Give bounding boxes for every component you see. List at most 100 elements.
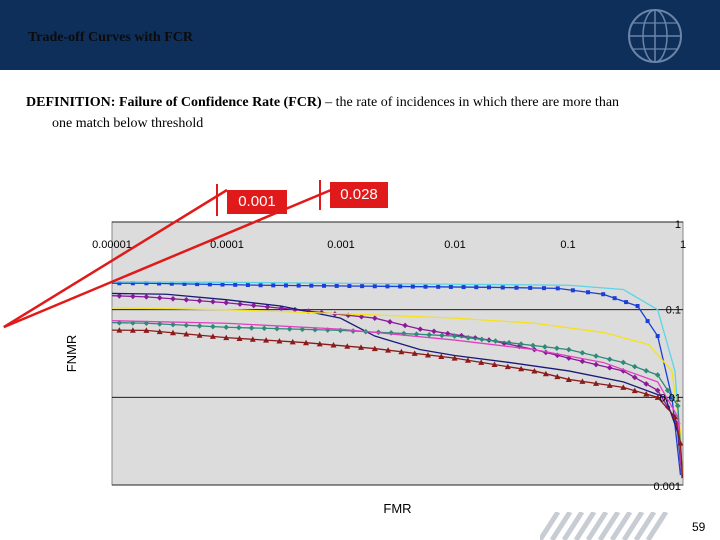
series-marker: [170, 321, 176, 328]
series-marker: [631, 387, 638, 394]
series-marker: [593, 353, 599, 359]
series-marker: [491, 361, 498, 368]
series-marker: [62, 327, 68, 333]
series-marker: [674, 403, 681, 409]
series-marker: [50, 281, 54, 285]
series-marker: [461, 285, 466, 290]
series-marker: [103, 293, 109, 299]
series-marker: [195, 282, 200, 287]
series-marker: [36, 281, 40, 285]
series-marker: [579, 378, 586, 384]
series-marker: [566, 346, 572, 353]
slide-title: Trade-off Curves with FCR: [28, 30, 193, 45]
series-marker: [655, 334, 660, 339]
series-marker: [0, 289, 1, 295]
series-marker: [0, 326, 1, 332]
series-marker: [593, 380, 600, 386]
series-marker: [620, 384, 627, 390]
series-marker: [90, 319, 96, 325]
series-marker: [130, 293, 136, 300]
series-marker: [248, 325, 255, 331]
series-marker: [207, 282, 212, 287]
series-marker: [358, 313, 365, 320]
series-marker: [223, 334, 230, 341]
series-marker: [451, 333, 458, 339]
series-marker: [448, 284, 453, 289]
x-tick-label: 0.01: [444, 239, 465, 251]
series-marker: [506, 339, 512, 346]
series-marker: [330, 342, 337, 348]
series-marker: [554, 373, 561, 380]
series-marker: [612, 296, 617, 301]
series-marker: [620, 368, 627, 374]
series-marker: [542, 344, 548, 350]
series-marker: [436, 284, 441, 289]
series-marker: [90, 292, 96, 298]
series-marker: [593, 361, 599, 368]
series-marker: [22, 326, 28, 332]
series-line: [112, 281, 683, 459]
series-marker: [289, 338, 296, 345]
series-marker: [299, 326, 306, 333]
series-marker: [531, 367, 538, 374]
series-marker: [385, 284, 390, 289]
series-marker: [264, 304, 271, 310]
series-marker: [156, 321, 163, 327]
series-marker: [387, 319, 393, 325]
series-marker: [9, 289, 15, 295]
series-marker: [541, 286, 546, 291]
series-marker: [245, 283, 250, 288]
series-marker: [309, 283, 314, 288]
series-marker: [22, 290, 28, 296]
series-marker: [423, 284, 428, 289]
series-marker: [36, 319, 42, 325]
series-marker: [426, 332, 433, 338]
series-marker: [478, 359, 485, 365]
series-marker: [518, 341, 524, 347]
series-marker: [635, 304, 640, 309]
page-number: 59: [692, 520, 706, 534]
series-marker: [263, 337, 270, 343]
series-marker: [474, 285, 479, 290]
series-marker: [451, 355, 458, 361]
series-marker: [103, 320, 109, 326]
series-marker: [258, 283, 263, 288]
series-marker: [183, 322, 190, 329]
globe-logo-icon: [628, 9, 682, 63]
series-marker: [606, 356, 613, 363]
plot-area: [111, 221, 684, 486]
series-marker: [371, 315, 378, 321]
series-marker: [236, 335, 243, 341]
series-marker: [543, 349, 549, 356]
definition-label: DEFINITION: Failure of Confidence Rate (…: [26, 95, 322, 110]
series-marker: [334, 283, 339, 288]
series-marker: [465, 334, 472, 341]
series-marker: [530, 342, 536, 349]
series-marker: [643, 367, 650, 374]
series-marker: [410, 284, 415, 289]
series-marker: [417, 326, 424, 332]
series-marker: [63, 281, 67, 285]
series-marker: [144, 281, 149, 286]
series-marker: [223, 299, 229, 306]
y-tick-label: 0.001: [653, 481, 681, 493]
decorative-stripes-icon: [540, 512, 669, 540]
series-marker: [402, 322, 408, 329]
callout-connector-1: [3, 188, 228, 329]
series-marker: [117, 281, 122, 286]
series-marker: [372, 284, 377, 289]
series-marker: [528, 285, 533, 290]
series-marker: [237, 301, 243, 307]
series-marker: [249, 336, 256, 342]
series-marker: [156, 295, 163, 301]
series-marker: [261, 325, 268, 332]
series-marker: [385, 347, 392, 353]
series-marker: [210, 298, 216, 305]
series-marker: [316, 340, 323, 347]
series-marker: [143, 294, 150, 300]
x-tick-label: 0.001: [327, 239, 355, 251]
series-marker: [624, 300, 629, 305]
series-marker: [283, 283, 288, 288]
series-marker: [156, 328, 163, 335]
series-marker: [631, 363, 638, 370]
